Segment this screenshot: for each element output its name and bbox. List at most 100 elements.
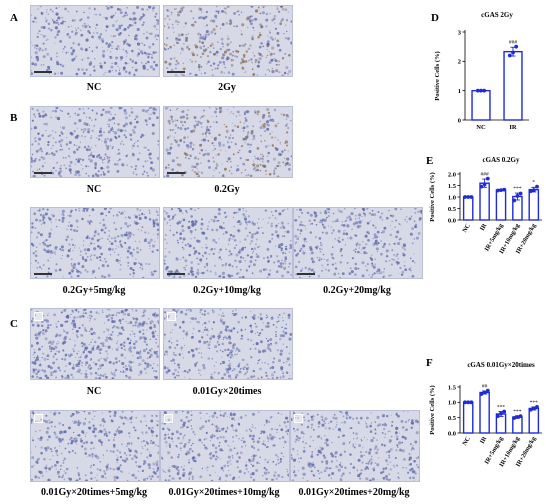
tissue-texture [291,411,419,481]
bar [471,89,491,121]
scale-bar [167,71,185,73]
inset-mark [167,312,176,321]
data-point [511,50,515,55]
data-point [535,184,539,189]
chart-f: cGAS 0.01Gy×20times Positive Cells (%) 0.0… [429,361,542,468]
tissue-texture [161,411,289,481]
chart-d: cGAS 2Gy Positive Cells (%) 0 1 2 3 NC ### IR [434,11,529,131]
bar [462,401,474,434]
data-point [531,406,536,411]
data-point [514,44,519,49]
significance-label: *** [530,400,539,406]
scale-bar [34,71,52,73]
bar [528,407,540,434]
data-point [528,189,533,194]
bar [495,189,507,221]
tissue-texture [164,309,292,379]
bar [503,50,523,121]
caption-b-20mg: 0.2Gy+20mg/kg [323,285,391,296]
data-point [515,415,520,419]
ihc-image-c-5mg [30,410,160,482]
panel-letter-c: C [10,318,18,330]
ihc-image-b-20mg [293,207,423,279]
caption-a-2gy: 2Gy [218,82,236,93]
panel-letter-b: B [10,112,18,124]
ihc-image-c-20mg [290,410,420,482]
y-tick-label: 0.5 [448,415,457,422]
x-tick-label: IR [479,435,489,445]
ihc-image-c-nc [30,308,160,380]
data-point [512,416,517,420]
data-point [518,414,523,419]
y-tick-label: 2 [458,59,461,66]
data-point [499,411,503,416]
inset-mark [34,312,43,321]
ihc-image-c-10mg [160,410,290,482]
tissue-texture [294,208,422,278]
data-point [469,195,474,199]
data-point [499,188,503,192]
data-point [535,405,539,409]
ihc-image-a-2gy [163,5,293,77]
significance-label: ### [509,40,518,46]
bar [462,196,474,221]
data-point [512,198,517,203]
significance-label: *** [513,409,522,415]
caption-b-nc: NC [86,184,102,195]
panel-letter-a: A [10,12,18,24]
caption-a-nc: NC [86,82,102,93]
data-point [495,414,500,419]
caption-b-10mg: 0.2Gy+10mg/kg [193,285,261,296]
data-point [466,400,471,405]
x-tick-label: NC [476,124,486,131]
data-point [502,409,507,414]
chart-e: cGAS 0.2Gy Positive Cells (%) 0.0 0.5 1.0 1.5… [429,156,542,255]
tissue-texture [31,208,159,278]
y-axis-label: Positive Cells (%) [429,172,436,221]
tissue-texture [31,411,159,481]
ihc-image-b-02gy [163,106,293,178]
data-point [475,88,480,93]
y-axis-label: Positive Cells (%) [429,385,436,434]
data-point [531,188,536,192]
tissue-texture [164,6,292,76]
y-tick-label: 1.0 [448,194,456,201]
tissue-texture [31,107,159,177]
data-point [495,188,500,193]
tissue-texture [164,208,292,278]
panel-letter-e: E [426,155,434,167]
caption-b-5mg: 0.2Gy+5mg/kg [62,285,126,296]
y-tick-label: 0.0 [448,217,456,224]
inset-mark [164,414,173,423]
data-point [485,388,490,393]
tissue-texture [31,6,159,76]
y-tick-label: 1.5 [448,384,457,391]
tissue-texture [31,309,159,379]
scale-bar [34,172,52,174]
x-tick-label: IR [479,222,489,232]
data-point [507,53,512,58]
ihc-image-b-10mg [163,207,293,279]
data-point [485,176,490,181]
y-tick-label: 0 [458,117,461,124]
caption-c-20mg: 0.01Gy×20times+20mg/kg [298,487,410,498]
data-point [502,187,507,192]
chart-title: cGAS 0.01Gy×20times [467,361,535,369]
inset-mark [34,414,43,423]
y-tick-label: 3 [458,29,462,36]
caption-c-5mg: 0.01Gy×20times+5mg/kg [40,487,148,498]
bar [479,391,490,434]
y-tick-label: 1.5 [448,183,457,190]
y-tick-label: 0.5 [448,206,457,213]
data-point [466,195,471,199]
bar [479,182,490,221]
scale-bar [34,273,52,275]
scale-bar [167,172,185,174]
scale-bar [297,273,315,275]
data-point [463,195,467,199]
data-point [528,407,533,412]
ihc-image-b-nc [30,106,160,178]
significance-label: ### [480,172,489,178]
x-tick-label: NC [461,435,472,447]
significance-label: * [532,180,535,186]
